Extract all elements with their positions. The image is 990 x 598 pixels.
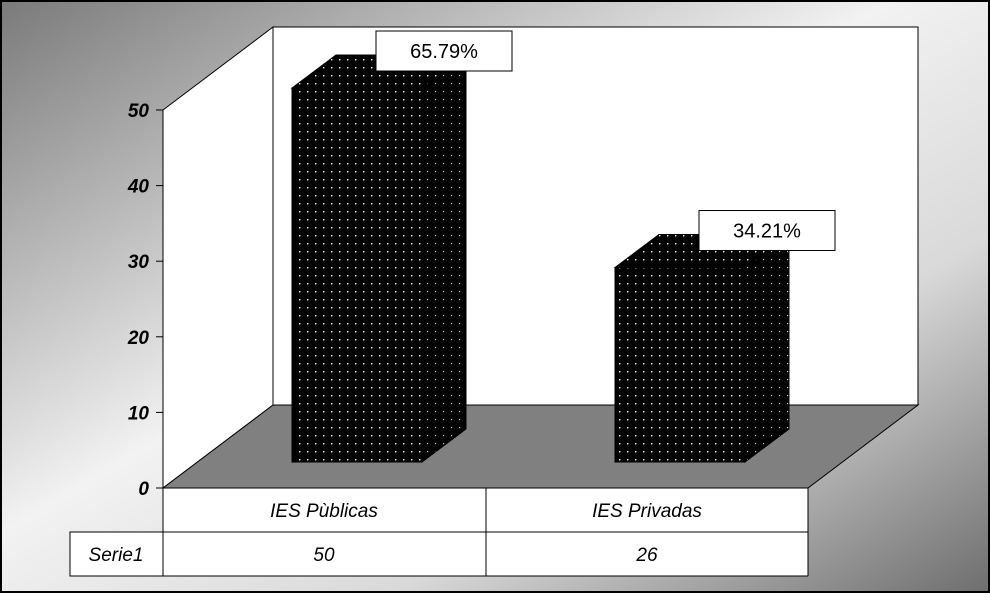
data-table-value-publicas: 50 bbox=[313, 545, 335, 566]
data-table: IES Pùblicas IES Privadas Serie1 50 26 bbox=[69, 487, 809, 577]
y-tick-label-5: 50 bbox=[128, 101, 150, 122]
y-axis: 0 10 20 30 40 50 bbox=[127, 101, 164, 500]
y-tick-label-3: 30 bbox=[128, 252, 150, 273]
category-label-publicas: IES Pùblicas bbox=[270, 501, 378, 522]
data-label-box-publicas bbox=[375, 30, 513, 72]
data-label-publicas: 65.79% bbox=[410, 41, 478, 63]
data-label-box-privadas bbox=[698, 210, 836, 252]
data-table-row-label: Serie1 bbox=[89, 545, 144, 566]
bar-side-privadas bbox=[744, 233, 790, 463]
bar-front-publicas bbox=[291, 87, 423, 463]
floor bbox=[161, 404, 920, 489]
y-tick-label-2: 20 bbox=[127, 328, 150, 349]
category-label-privadas: IES Privadas bbox=[592, 501, 702, 522]
bar-front-privadas bbox=[614, 267, 746, 463]
bars-group bbox=[290, 54, 791, 463]
y-tick-label-4: 40 bbox=[127, 177, 150, 198]
data-table-value-privadas: 26 bbox=[635, 545, 658, 566]
y-tick-label-1: 10 bbox=[128, 403, 150, 424]
data-label-privadas: 34.21% bbox=[733, 221, 801, 243]
data-labels-group: 65.79% 34.21% bbox=[375, 30, 836, 252]
bar-side-publicas bbox=[421, 54, 467, 463]
y-tick-label-0: 0 bbox=[138, 479, 149, 500]
data-table-row-header-cell bbox=[69, 531, 164, 577]
